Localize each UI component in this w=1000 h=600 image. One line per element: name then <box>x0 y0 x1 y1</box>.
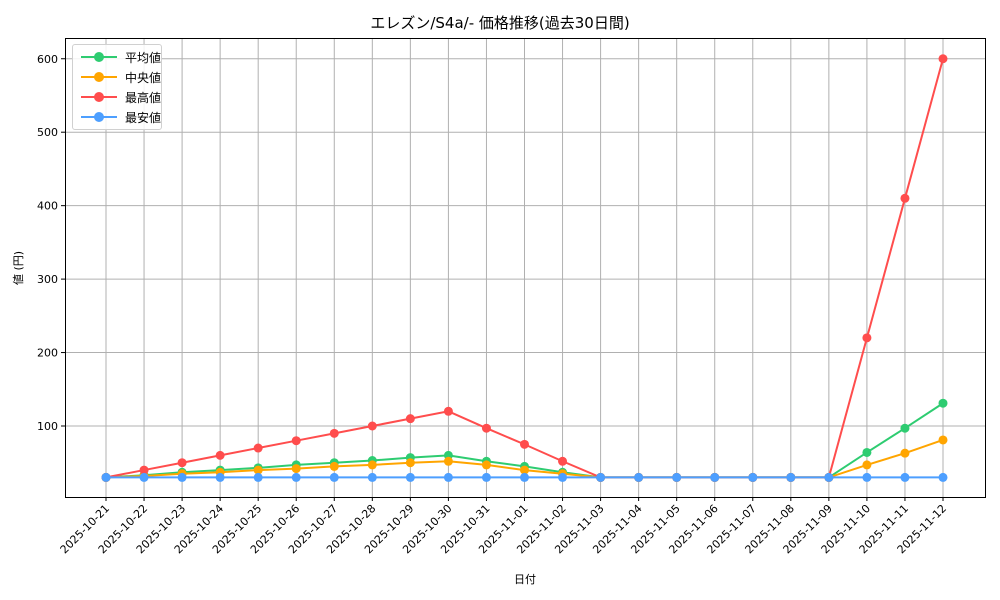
legend-label: 最安値 <box>124 110 161 125</box>
data-point <box>938 54 948 64</box>
data-point <box>139 465 149 475</box>
data-point <box>329 461 339 471</box>
legend: 平均値中央値最高値最安値 <box>72 44 162 130</box>
y-axis: 100 200 300 400 500 600 <box>37 53 65 433</box>
data-point <box>329 428 339 438</box>
data-point <box>367 472 377 482</box>
data-point <box>291 436 301 446</box>
data-point <box>900 423 910 433</box>
data-point <box>253 443 263 453</box>
x-axis: 2025-10-212025-10-222025-10-232025-10-24… <box>58 497 949 556</box>
data-point <box>405 414 415 424</box>
data-point <box>786 472 796 482</box>
data-point <box>710 472 720 482</box>
data-point <box>900 472 910 482</box>
plot-frame <box>65 38 986 498</box>
data-point <box>748 472 758 482</box>
x-axis-label: 日付 <box>514 573 536 586</box>
data-point <box>253 465 263 475</box>
legend-label: 最高値 <box>124 90 161 105</box>
data-point <box>634 472 644 482</box>
y-tick-label: 100 <box>37 420 58 433</box>
data-point <box>938 435 948 445</box>
data-point <box>520 472 529 482</box>
data-point <box>862 333 872 343</box>
data-point <box>291 472 301 482</box>
grid-lines <box>65 38 985 497</box>
legend-marker-icon <box>79 51 119 63</box>
data-point <box>938 472 948 482</box>
data-point <box>215 472 225 482</box>
data-point <box>291 464 301 474</box>
data-point <box>443 406 453 416</box>
data-point <box>443 472 453 482</box>
data-point <box>672 472 682 482</box>
data-point <box>900 193 910 203</box>
legend-marker-icon <box>79 111 119 123</box>
data-point <box>101 472 111 482</box>
data-point <box>481 423 491 433</box>
series-layer <box>101 54 948 482</box>
y-axis-label: 値 (円) <box>12 251 25 285</box>
y-tick-label: 500 <box>37 126 58 139</box>
data-point <box>824 472 834 482</box>
chart-title: エレズン/S4a/- 価格推移(過去30日間) <box>370 14 630 32</box>
data-point <box>938 398 948 408</box>
data-point <box>558 472 568 482</box>
data-point <box>520 465 529 475</box>
data-point <box>253 472 263 482</box>
data-point <box>558 456 568 466</box>
series-最安値 <box>101 472 948 482</box>
data-point <box>139 472 149 482</box>
legend-marker-icon <box>79 91 119 103</box>
data-point <box>367 460 377 470</box>
legend-item: 最安値 <box>73 107 161 127</box>
legend-item: 最高値 <box>73 87 161 107</box>
legend-marker-icon <box>79 71 119 83</box>
data-point <box>520 439 529 449</box>
data-point <box>215 450 225 460</box>
data-point <box>481 460 491 470</box>
y-tick-label: 200 <box>37 347 58 360</box>
legend-item: 中央値 <box>73 67 161 87</box>
y-tick-label: 300 <box>37 273 58 286</box>
data-point <box>367 421 377 431</box>
data-point <box>481 472 491 482</box>
y-tick-label: 400 <box>37 200 58 213</box>
data-point <box>177 458 187 468</box>
data-point <box>596 472 606 482</box>
legend-label: 平均値 <box>124 50 161 65</box>
data-point <box>900 448 910 458</box>
data-point <box>862 447 872 457</box>
legend-label: 中央値 <box>124 70 161 85</box>
data-point <box>329 472 339 482</box>
data-point <box>862 472 872 482</box>
data-point <box>405 472 415 482</box>
data-point <box>862 460 872 470</box>
data-point <box>177 472 187 482</box>
data-point <box>443 456 453 466</box>
data-point <box>405 458 415 468</box>
legend-item: 平均値 <box>73 47 161 67</box>
y-tick-label: 600 <box>37 53 58 66</box>
